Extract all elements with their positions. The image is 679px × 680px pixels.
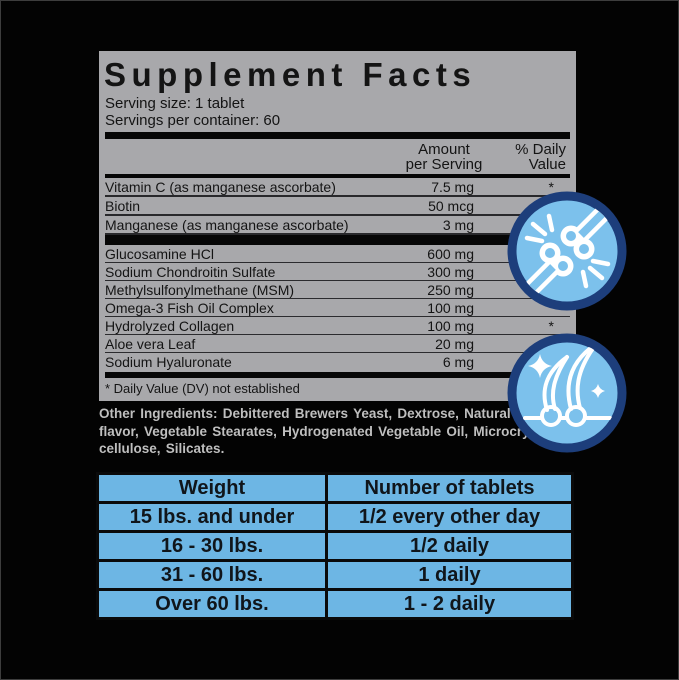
dosage-table: Weight Number of tablets 15 lbs. and und… — [96, 472, 574, 620]
divider-thick — [105, 132, 570, 139]
ingredient-name: Biotin — [105, 197, 141, 214]
ingredient-name: Vitamin C (as manganese ascorbate) — [105, 178, 336, 195]
ingredient-amount: 6 mg — [442, 354, 474, 370]
ingredient-amount: 20 mg — [435, 335, 474, 352]
supplement-row: Vitamin C (as manganese ascorbate) 7.5 m… — [105, 178, 570, 197]
weight-cell: 31 - 60 lbs. — [96, 559, 328, 591]
serving-size: Serving size: 1 tablet — [105, 95, 245, 112]
other-ingredients-line: Other Ingredients: Debittered Brewers Ye… — [99, 406, 511, 421]
tablets-cell: 1/2 daily — [325, 530, 574, 562]
ingredient-name: Hydrolyzed Collagen — [105, 317, 235, 334]
supplement-row: Sodium Chondroitin Sulfate 300 mg — [105, 263, 570, 281]
ingredient-amount: 100 mg — [427, 317, 474, 334]
tablets-column-header: Number of tablets — [325, 472, 574, 504]
ingredient-name: Sodium Chondroitin Sulfate — [105, 263, 276, 280]
daily-value-footnote: * Daily Value (DV) not established — [105, 381, 300, 396]
ingredient-name: Aloe vera Leaf — [105, 335, 196, 352]
supplement-row: Manganese (as manganese ascorbate) 3 mg — [105, 216, 570, 235]
amount-column-header: Amount per Serving — [405, 141, 483, 173]
ingredient-dv: * — [548, 178, 554, 195]
tablets-cell: 1 daily — [325, 559, 574, 591]
joint-bone-pain-icon — [507, 191, 627, 311]
divider-thick — [105, 235, 570, 245]
other-ingredients: Other Ingredients: Debittered Brewers Ye… — [99, 405, 623, 463]
ingredient-name: Glucosamine HCl — [105, 245, 214, 262]
ingredient-amount: 300 mg — [427, 263, 474, 280]
ingredient-amount: 7.5 mg — [431, 178, 474, 195]
supplement-row: Biotin 50 mcg — [105, 197, 570, 216]
weight-column-header: Weight — [96, 472, 328, 504]
weight-cell: Over 60 lbs. — [96, 588, 328, 620]
table-header-row: Weight Number of tablets — [96, 472, 574, 504]
ingredient-amount: 50 mcg — [428, 197, 474, 214]
supplement-row: Glucosamine HCl 600 mg — [105, 245, 570, 263]
daily-value-column-header: % Daily Value — [515, 141, 566, 173]
ingredient-dv: * — [548, 317, 554, 334]
hair-follicle-icon — [507, 333, 627, 453]
divider-medium — [105, 174, 570, 178]
supplement-row: Methylsulfonylmethane (MSM) 250 mg — [105, 281, 570, 299]
tablets-cell: 1 - 2 daily — [325, 588, 574, 620]
weight-cell: 16 - 30 lbs. — [96, 530, 328, 562]
ingredient-name: Methylsulfonylmethane (MSM) — [105, 281, 295, 298]
other-ingredients-line: flavor, Vegetable Stearates, Hydrogenate… — [99, 423, 577, 439]
supplement-row: Sodium Hyaluronate 6 mg — [105, 353, 570, 371]
supplement-row: Hydrolyzed Collagen 100 mg * — [105, 317, 570, 335]
table-row: 15 lbs. and under 1/2 every other day — [96, 501, 574, 533]
supplement-row: Omega-3 Fish Oil Complex 100 mg — [105, 299, 570, 317]
supplement-row: Aloe vera Leaf 20 mg — [105, 335, 570, 353]
ingredient-name: Manganese (as manganese ascorbate) — [105, 216, 349, 233]
table-row: Over 60 lbs. 1 - 2 daily — [96, 588, 574, 620]
divider-small — [105, 372, 570, 378]
table-row: 16 - 30 lbs. 1/2 daily — [96, 530, 574, 562]
servings-per-container: Servings per container: 60 — [105, 112, 281, 129]
column-headers: Amount per Serving % Daily Value — [105, 139, 570, 174]
weight-cell: 15 lbs. and under — [96, 501, 328, 533]
ingredient-amount: 3 mg — [442, 216, 474, 233]
ingredient-name: Omega-3 Fish Oil Complex — [105, 299, 274, 316]
tablets-cell: 1/2 every other day — [325, 501, 574, 533]
supplement-facts-title: Supplement Facts — [104, 56, 477, 93]
ingredient-amount: 100 mg — [427, 299, 474, 316]
ingredient-amount: 600 mg — [427, 245, 474, 262]
ingredient-amount: 250 mg — [427, 281, 474, 298]
other-ingredients-line: cellulose, Silicates. — [99, 441, 225, 456]
table-row: 31 - 60 lbs. 1 daily — [96, 559, 574, 591]
ingredient-name: Sodium Hyaluronate — [105, 354, 232, 370]
supplement-facts-panel: Supplement Facts Serving size: 1 tablet … — [99, 51, 576, 401]
